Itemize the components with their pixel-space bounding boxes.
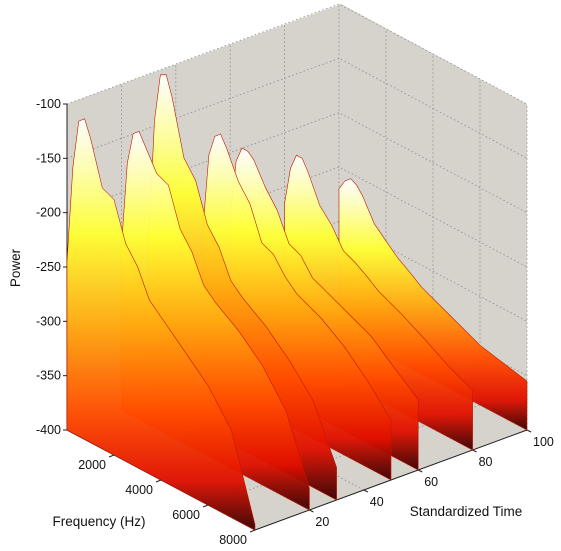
power-tick-label: -150 — [36, 151, 61, 165]
time-tick-mark — [363, 489, 369, 493]
frequency-tick-mark — [108, 454, 115, 458]
power-tick-label: -300 — [36, 314, 61, 328]
time-tick-mark — [526, 429, 532, 433]
power-axis-label: Power — [8, 248, 23, 287]
time-tick-mark — [472, 449, 477, 453]
z-gridline — [66, 3, 528, 105]
power-tick-label: -200 — [36, 206, 61, 220]
frequency-tick-mark — [155, 479, 162, 483]
time-tick-mark — [309, 509, 314, 513]
time-axis-ticks: 20 40 60 80 100 — [309, 429, 554, 529]
frequency-tick-mark — [249, 529, 256, 533]
frequency-tick-mark — [202, 504, 209, 508]
surface-slice — [284, 154, 473, 451]
frequency-tick-label: 2000 — [78, 458, 106, 472]
time-axis-label: Standardized Time — [410, 504, 523, 519]
frequency-axis-label: Frequency (Hz) — [52, 514, 145, 529]
power-tick-label: -400 — [36, 423, 61, 437]
power-surface — [66, 74, 528, 531]
time-tick-label: 60 — [424, 475, 438, 489]
power-axis-ticks: -100 -150 -200 -250 -300 -350 -400 — [36, 97, 67, 437]
power-tick-label: -350 — [36, 369, 61, 383]
frequency-tick-label: 8000 — [219, 533, 247, 547]
time-tick-label: 20 — [315, 515, 329, 529]
power-tick-label: -100 — [36, 97, 61, 111]
frequency-axis-ticks: 2000 4000 6000 8000 — [78, 454, 256, 547]
time-tick-label: 100 — [533, 435, 554, 449]
time-tick-label: 80 — [479, 455, 493, 469]
power-tick-label: -250 — [36, 260, 61, 274]
surface-slice — [66, 118, 256, 531]
frequency-tick-label: 4000 — [125, 483, 153, 497]
time-tick-mark — [417, 469, 423, 473]
surface-slice — [338, 178, 528, 431]
time-tick-label: 40 — [370, 495, 384, 509]
frequency-tick-label: 6000 — [172, 508, 200, 522]
